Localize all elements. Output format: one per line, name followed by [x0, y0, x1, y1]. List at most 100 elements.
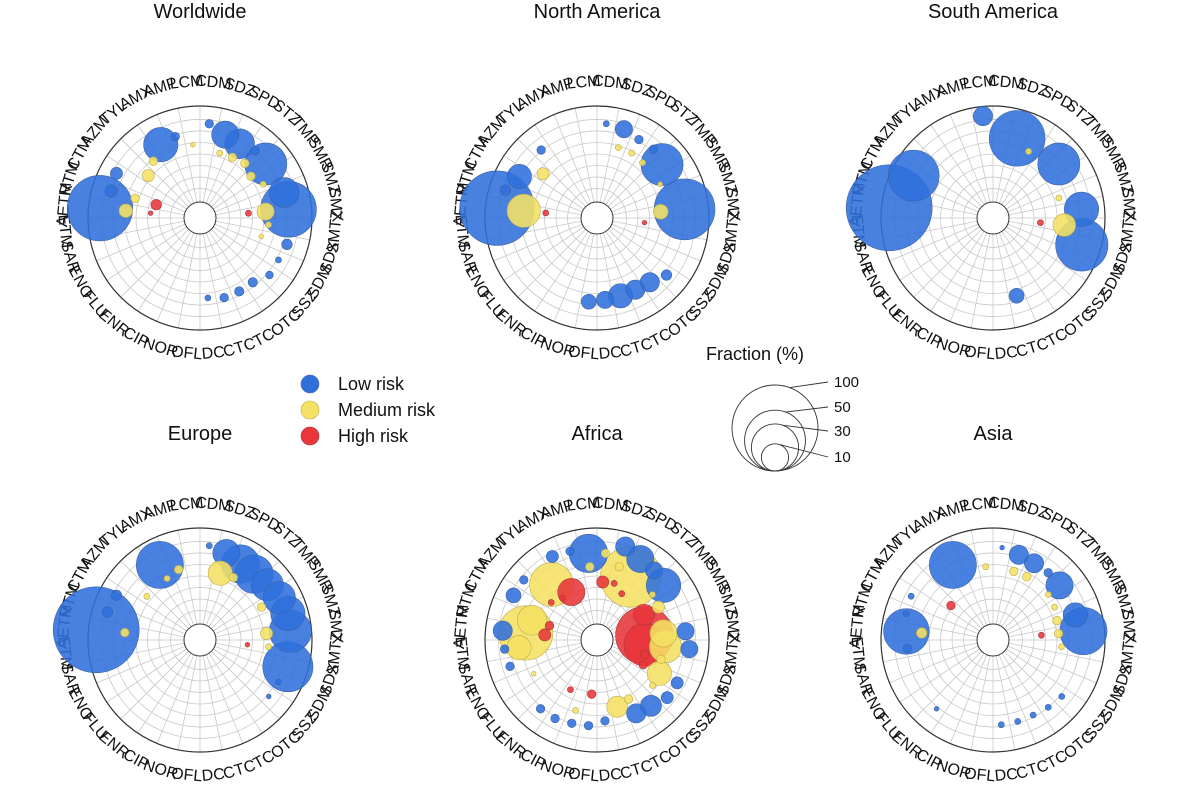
bubble-amp-low-risk: [170, 131, 180, 142]
grid-spoke: [137, 653, 192, 734]
grid-spoke: [156, 232, 195, 322]
bubble-rtm-low-risk: [101, 606, 114, 618]
bubble-ctc-low-risk: [219, 293, 229, 303]
grid-spoke: [930, 653, 985, 734]
grid-spoke: [605, 231, 660, 312]
bubble-sdz-medium-risk: [216, 149, 224, 157]
bubble-tc-low-risk: [626, 703, 647, 724]
bubble-smtz-medium-risk: [265, 221, 272, 229]
bubble-dc-low-risk: [998, 721, 1005, 729]
bubble-tc-low-risk: [234, 286, 245, 297]
category-label-ofl: OFL: [567, 343, 600, 363]
grid-spoke: [998, 536, 1037, 626]
category-label-ofl: OFL: [963, 765, 996, 785]
category-label-ofl: OFL: [170, 765, 203, 785]
category-label-smx: SMX: [1118, 609, 1138, 645]
risk-legend: Low risk Medium risk High risk: [300, 374, 436, 446]
bubble-ssz-low-risk: [266, 693, 272, 700]
grid-spoke: [913, 229, 982, 298]
category-label-smtz: SMTZ: [1118, 631, 1139, 676]
bubble-tmp-medium-risk: [246, 171, 256, 181]
grid-spoke: [599, 233, 620, 328]
inner-ring: [580, 623, 614, 657]
grid-spoke: [202, 655, 223, 750]
bubble-smtz-medium-risk: [1052, 213, 1077, 237]
category-label-smx: SMX: [325, 609, 345, 645]
bubble-nor-low-risk: [567, 718, 577, 728]
bubble-sdz-low-risk: [615, 536, 636, 557]
grid-spoke: [995, 530, 1016, 625]
bubble-cdm-low-risk: [999, 544, 1005, 551]
bubble-ofl-high-risk: [587, 689, 597, 699]
bubble-lcm-medium-risk: [585, 562, 595, 572]
grid-spoke: [205, 232, 244, 322]
bubble-ssz-medium-risk: [649, 682, 656, 689]
bubble-sdz-medium-risk: [1009, 566, 1019, 577]
bubble-smx-medium-risk: [652, 203, 669, 220]
panel-title: Worldwide: [154, 1, 247, 23]
bubble-tc-medium-risk: [623, 694, 634, 704]
grid-spoke: [177, 233, 198, 328]
bubble-smr-medium-risk: [256, 602, 267, 612]
grid-spoke: [899, 226, 980, 281]
bubble-amx-medium-risk: [163, 575, 171, 582]
bubble-tmp-low-risk: [1037, 142, 1081, 186]
grid-spoke: [1001, 546, 1056, 627]
grid-spoke: [208, 231, 263, 312]
bubble-ctm-low-risk: [506, 164, 532, 189]
grid-spoke: [608, 651, 677, 720]
bubble-tc-low-risk: [625, 279, 646, 300]
panel-north-america: North AmericaCDMSDZSPDSTZTMPSMRSMZSMXSMT…: [451, 1, 743, 363]
bubble-otc-low-risk: [247, 277, 258, 288]
bubble-amx-low-risk: [143, 127, 179, 163]
bubble-aetm-high-risk: [147, 210, 154, 216]
grid-spoke: [599, 108, 620, 203]
bubble-smz-medium-risk: [1055, 194, 1063, 202]
legend-swatch-medium: [300, 400, 320, 420]
bubble-etm-low-risk: [902, 643, 912, 654]
bubble-cdm-low-risk: [204, 119, 214, 129]
category-label-smx: SMX: [722, 609, 742, 645]
bubble-lcm-medium-risk: [190, 142, 196, 148]
bubble-rtm-medium-risk: [516, 605, 548, 636]
category-label-aetm: AETM: [847, 604, 868, 650]
grid-spoke: [930, 124, 985, 205]
grid-spoke: [156, 654, 195, 744]
grid-spoke: [995, 655, 1016, 750]
bubble-azm-low-risk: [519, 575, 529, 585]
grid-spoke: [553, 654, 592, 744]
bubble-sdm-low-risk: [670, 676, 684, 690]
panel-title: North America: [534, 1, 662, 23]
bubble-azm-medium-risk: [143, 593, 151, 600]
bubble-sar-low-risk: [505, 661, 515, 671]
legend-swatch-low: [300, 374, 320, 394]
bubble-smtz-medium-risk: [1058, 643, 1065, 651]
size-legend-leader-50: [785, 406, 829, 413]
grid-spoke: [949, 114, 988, 204]
bubble-rtm-low-risk: [499, 184, 512, 196]
bubble-sdz-low-risk: [211, 120, 240, 149]
category-label-ctc: CTC: [221, 335, 257, 361]
bubble-smz-medium-risk: [1052, 615, 1062, 626]
bubble-tyl-low-risk: [536, 145, 546, 155]
legend-label-low: Low risk: [338, 374, 405, 394]
bubble-sdm-medium-risk: [646, 660, 672, 686]
category-label-dc: DC: [598, 344, 623, 363]
bubble-aetm-low-risk: [492, 620, 513, 641]
bubble-amx-low-risk: [929, 541, 977, 589]
category-label-smtz: SMTZ: [722, 209, 743, 254]
bubble-amx-high-risk: [557, 578, 586, 606]
bubble-spd-low-risk: [1024, 553, 1044, 574]
grid-spoke: [96, 645, 186, 684]
bubble-spd-medium-risk: [1025, 148, 1032, 155]
bubble-cip-high-risk: [567, 686, 574, 694]
grid-spoke: [211, 229, 280, 298]
bubble-amx-low-risk: [136, 541, 184, 589]
bubble-azm-medium-risk: [141, 169, 155, 182]
bubble-ctc-low-risk: [1008, 288, 1025, 304]
grid-spoke: [899, 577, 980, 632]
bubble-azm-medium-risk: [536, 167, 550, 181]
category-label-lcm: LCM: [566, 73, 601, 93]
bubble-aetm-high-risk: [542, 209, 550, 217]
category-label-smtz: SMTZ: [325, 209, 346, 254]
